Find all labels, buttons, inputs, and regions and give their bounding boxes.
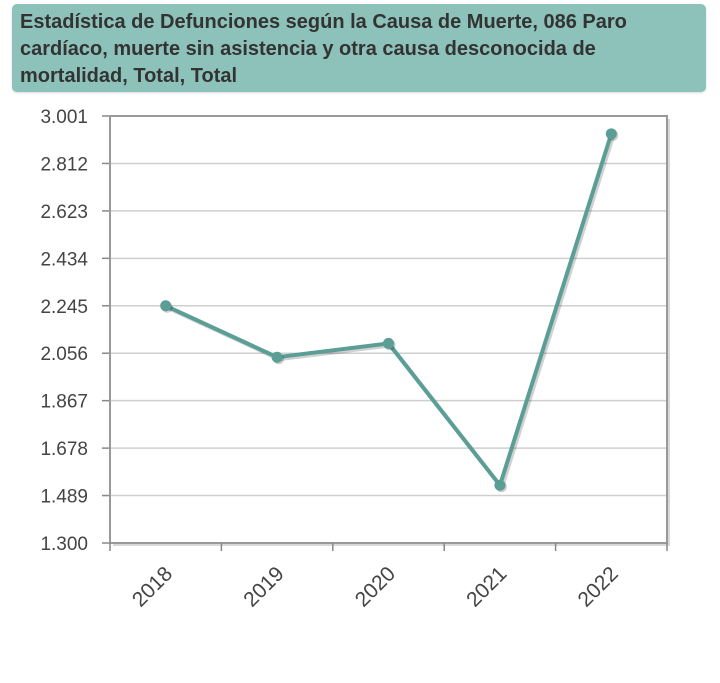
y-tick-label: 1.300: [40, 534, 88, 555]
y-tick-label: 2.434: [40, 249, 88, 270]
plot-area: [110, 116, 667, 543]
data-point[interactable]: [271, 351, 283, 363]
y-tick-label: 2.812: [40, 154, 88, 175]
y-tick-label: 3.001: [40, 107, 88, 128]
data-point[interactable]: [160, 300, 172, 312]
y-tick-label: 2.056: [40, 344, 88, 365]
y-tick-label: 1.489: [40, 487, 88, 508]
x-tick-label: 2019: [239, 562, 288, 611]
x-tick-label: 2021: [462, 562, 511, 611]
data-point[interactable]: [605, 128, 617, 140]
plot-frame: [109, 115, 668, 544]
y-tick-label: 2.623: [40, 202, 88, 223]
x-tick-label: 2022: [574, 562, 623, 611]
x-tick-label: 2020: [351, 562, 400, 611]
data-point[interactable]: [383, 337, 394, 349]
data-point[interactable]: [494, 479, 506, 491]
chart-title-box: Estadística de Defunciones según la Caus…: [12, 4, 706, 92]
y-tick-label: 1.867: [40, 392, 88, 413]
y-tick-label: 1.678: [40, 439, 88, 460]
chart-title: Estadística de Defunciones según la Caus…: [20, 11, 627, 87]
y-tick-label: 2.245: [40, 297, 88, 318]
x-tick-label: 2018: [128, 562, 177, 611]
